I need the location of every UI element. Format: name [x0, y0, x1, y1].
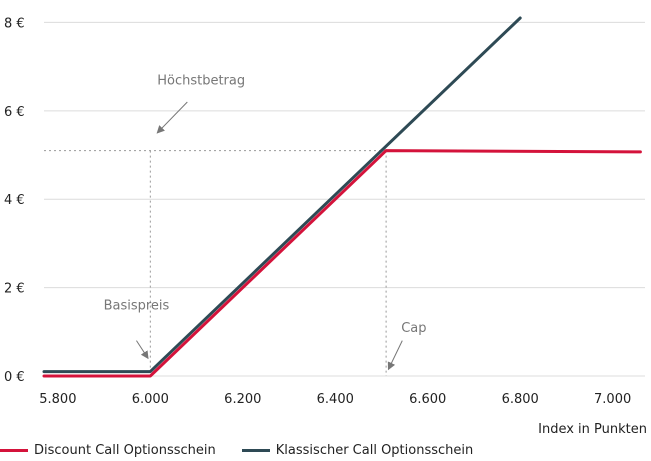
y-tick-8: 8 €: [4, 16, 25, 31]
legend-swatch-classic-call: [241, 449, 270, 452]
series-line-klassischer-call-optionsschein: [42, 16, 522, 374]
series-line-discount-call-optionsschein: [42, 149, 642, 378]
guide-lines: [44, 150, 387, 376]
x-axis-label: Index in Punkten: [538, 422, 647, 437]
annotation-label-basispreis: Basispreis: [104, 299, 170, 314]
annotation-arrow-h-chstbetrag: [156, 101, 188, 134]
legend-item-classic-call: Klassischer Call Optionsschein: [241, 443, 474, 458]
legend-label-classic-call: Klassischer Call Optionsschein: [275, 443, 474, 458]
x-tick-7000: 7.000: [594, 392, 631, 407]
x-tick-labels: 5.800 6.000 6.200 6.400 6.600 6.800 7.000: [39, 392, 631, 407]
annotations: Höchstbetrag Basispreis Cap: [104, 73, 426, 371]
grid-lines: [44, 21, 645, 377]
annotation-arrow-basispreis: [136, 340, 149, 360]
legend-swatch-discount-call: [0, 449, 28, 452]
legend: Discount Call Optionsschein Klassischer …: [0, 443, 473, 458]
x-tick-6800: 6.800: [502, 392, 539, 407]
x-tick-5800: 5.800: [39, 392, 76, 407]
annotation-label-h-chstbetrag: Höchstbetrag: [157, 73, 245, 88]
x-tick-6200: 6.200: [224, 392, 261, 407]
annotation-label-cap: Cap: [401, 321, 426, 336]
y-tick-4: 4 €: [4, 193, 25, 208]
y-tick-6: 6 €: [4, 105, 25, 120]
legend-item-discount-call: Discount Call Optionsschein: [0, 443, 216, 458]
payoff-chart: Höchstbetrag Basispreis Cap 0 € 2 € 4 € 6 € 8 …: [4, 16, 645, 407]
x-tick-6400: 6.400: [317, 392, 354, 407]
annotation-arrow-cap: [387, 340, 403, 371]
y-tick-labels: 0 € 2 € 4 € 6 € 8 €: [4, 16, 25, 385]
legend-label-discount-call: Discount Call Optionsschein: [34, 443, 216, 458]
y-tick-2: 2 €: [4, 282, 25, 297]
x-tick-6600: 6.600: [409, 392, 446, 407]
series-lines: [42, 16, 642, 378]
x-tick-6000: 6.000: [132, 392, 169, 407]
y-tick-0: 0 €: [4, 370, 25, 385]
